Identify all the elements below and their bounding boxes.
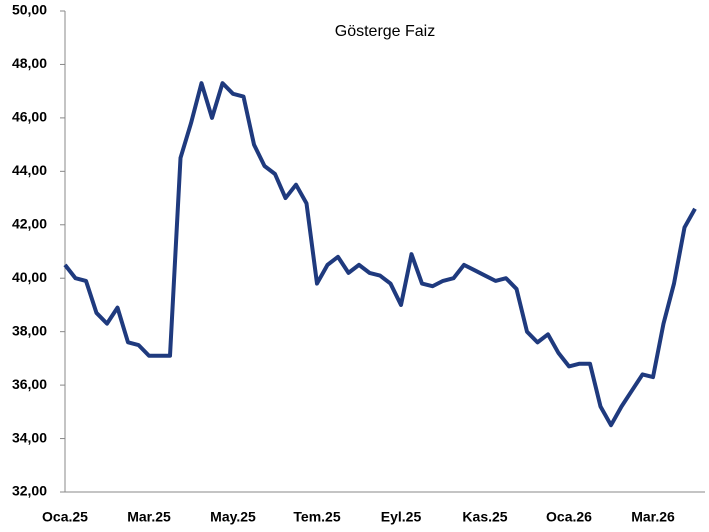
x-tick-label: May.25	[210, 509, 256, 525]
y-tick-label: 38,00	[12, 322, 47, 338]
x-tick-label: Tem.25	[293, 509, 340, 525]
y-tick-label: 40,00	[12, 269, 47, 285]
x-tick-label: Mar.26	[631, 509, 675, 525]
x-tick-label: Mar.25	[127, 509, 171, 525]
line-series	[63, 81, 697, 428]
x-tick-label: Oca.26	[546, 509, 592, 525]
y-tick-label: 34,00	[12, 429, 47, 445]
y-tick-label: 42,00	[12, 215, 47, 231]
x-tick-label: Kas.25	[462, 509, 507, 525]
y-tick-label: 48,00	[12, 55, 47, 71]
y-tick-label: 46,00	[12, 109, 47, 125]
y-tick-label: 36,00	[12, 376, 47, 392]
x-tick-label: Eyl.25	[381, 509, 422, 525]
y-tick-label: 32,00	[12, 483, 47, 499]
x-tick-label: Oca.25	[42, 509, 88, 525]
chart-title: Gösterge Faiz	[335, 23, 435, 40]
y-tick-label: 50,00	[12, 2, 47, 18]
y-tick-label: 44,00	[12, 162, 47, 178]
